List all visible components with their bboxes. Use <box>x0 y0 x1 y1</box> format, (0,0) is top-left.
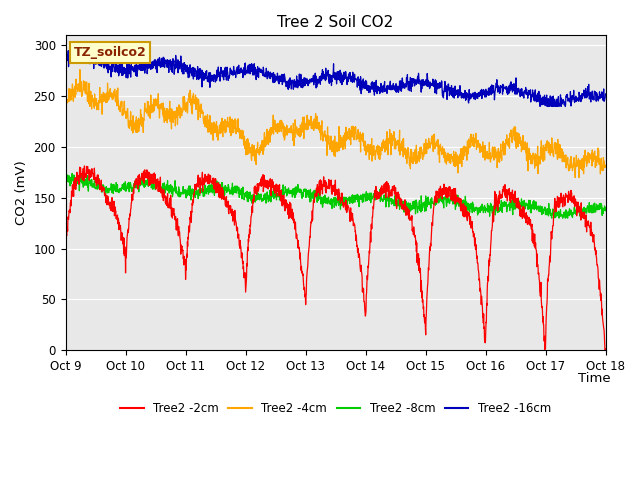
Tree2 -4cm <box>572 175 579 180</box>
Tree2 -2cm <box>602 347 609 353</box>
Tree2 -2cm <box>177 247 185 252</box>
Tree2 -16cm <box>536 104 544 109</box>
Tree2 -2cm <box>602 346 609 352</box>
Tree2 -8cm <box>68 170 76 176</box>
Tree2 -8cm <box>177 191 185 196</box>
Tree2 -4cm <box>285 129 292 135</box>
Title: Tree 2 Soil CO2: Tree 2 Soil CO2 <box>277 15 394 30</box>
Tree2 -2cm <box>81 163 88 169</box>
Tree2 -8cm <box>285 188 292 193</box>
Line: Tree2 -4cm: Tree2 -4cm <box>65 70 605 178</box>
Tree2 -4cm <box>76 67 84 72</box>
Line: Tree2 -2cm: Tree2 -2cm <box>65 166 605 350</box>
Tree2 -4cm <box>93 103 100 108</box>
Y-axis label: CO2 (mV): CO2 (mV) <box>15 160 28 225</box>
Tree2 -2cm <box>61 244 69 250</box>
Tree2 -4cm <box>431 132 438 137</box>
Tree2 -16cm <box>264 75 271 81</box>
Tree2 -8cm <box>282 188 290 193</box>
Tree2 -16cm <box>93 55 100 60</box>
Tree2 -2cm <box>264 180 271 185</box>
Tree2 -2cm <box>431 196 438 202</box>
Tree2 -16cm <box>61 52 69 58</box>
Tree2 -8cm <box>602 205 609 211</box>
Tree2 -8cm <box>431 200 438 206</box>
Tree2 -2cm <box>93 175 100 181</box>
Tree2 -2cm <box>285 216 292 221</box>
Tree2 -16cm <box>78 48 86 53</box>
Tree2 -16cm <box>285 77 292 83</box>
Tree2 -4cm <box>602 163 609 168</box>
Tree2 -4cm <box>264 136 271 142</box>
Tree2 -8cm <box>548 216 556 221</box>
Tree2 -8cm <box>61 175 69 180</box>
Tree2 -8cm <box>93 182 100 188</box>
Line: Tree2 -16cm: Tree2 -16cm <box>65 50 605 107</box>
Tree2 -8cm <box>264 196 271 202</box>
Tree2 -4cm <box>177 105 185 111</box>
Text: TZ_soilco2: TZ_soilco2 <box>74 46 147 59</box>
Tree2 -16cm <box>282 84 290 89</box>
Tree2 -16cm <box>177 59 185 64</box>
Tree2 -16cm <box>602 91 609 97</box>
X-axis label: Time: Time <box>579 372 611 385</box>
Tree2 -16cm <box>431 84 438 90</box>
Tree2 -2cm <box>282 198 290 204</box>
Tree2 -4cm <box>61 97 69 103</box>
Legend: Tree2 -2cm, Tree2 -4cm, Tree2 -8cm, Tree2 -16cm: Tree2 -2cm, Tree2 -4cm, Tree2 -8cm, Tree… <box>115 397 556 420</box>
Line: Tree2 -8cm: Tree2 -8cm <box>65 173 605 218</box>
Tree2 -4cm <box>282 124 290 130</box>
